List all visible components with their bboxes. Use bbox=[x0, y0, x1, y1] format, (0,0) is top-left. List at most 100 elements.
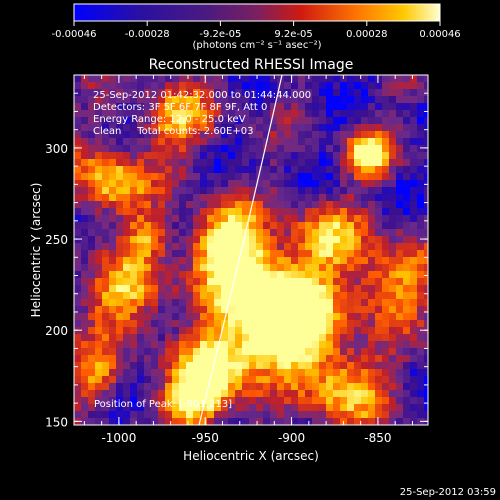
image-pixel bbox=[81, 334, 88, 341]
image-pixel bbox=[375, 348, 382, 355]
image-pixel bbox=[333, 201, 340, 208]
image-pixel bbox=[123, 306, 130, 313]
image-pixel bbox=[410, 215, 417, 222]
image-pixel bbox=[144, 103, 151, 110]
image-pixel bbox=[403, 271, 410, 278]
image-pixel bbox=[144, 166, 151, 173]
image-pixel bbox=[130, 376, 137, 383]
image-pixel bbox=[396, 264, 403, 271]
image-pixel bbox=[172, 89, 179, 96]
image-pixel bbox=[424, 320, 428, 327]
image-pixel bbox=[354, 313, 361, 320]
image-pixel bbox=[193, 124, 200, 131]
image-pixel bbox=[403, 236, 410, 243]
image-pixel bbox=[256, 327, 263, 334]
image-pixel bbox=[333, 222, 340, 229]
image-pixel bbox=[95, 96, 102, 103]
image-pixel bbox=[249, 257, 256, 264]
image-pixel bbox=[284, 334, 291, 341]
image-pixel bbox=[424, 124, 428, 131]
image-pixel bbox=[193, 208, 200, 215]
image-pixel bbox=[228, 124, 235, 131]
image-pixel bbox=[95, 313, 102, 320]
image-pixel bbox=[214, 292, 221, 299]
image-pixel bbox=[291, 397, 298, 404]
image-pixel bbox=[375, 180, 382, 187]
image-pixel bbox=[249, 187, 256, 194]
image-pixel bbox=[403, 264, 410, 271]
image-pixel bbox=[207, 355, 214, 362]
image-pixel bbox=[333, 215, 340, 222]
image-pixel bbox=[130, 383, 137, 390]
image-pixel bbox=[382, 334, 389, 341]
image-pixel bbox=[172, 271, 179, 278]
image-pixel bbox=[389, 355, 396, 362]
image-pixel bbox=[312, 117, 319, 124]
image-pixel bbox=[326, 257, 333, 264]
image-pixel bbox=[74, 278, 81, 285]
image-pixel bbox=[144, 327, 151, 334]
image-pixel bbox=[368, 208, 375, 215]
image-pixel bbox=[74, 166, 81, 173]
image-pixel bbox=[137, 334, 144, 341]
image-pixel bbox=[291, 110, 298, 117]
image-pixel bbox=[256, 383, 263, 390]
image-pixel bbox=[249, 397, 256, 404]
image-pixel bbox=[382, 278, 389, 285]
image-pixel bbox=[256, 229, 263, 236]
image-pixel bbox=[326, 397, 333, 404]
image-pixel bbox=[347, 194, 354, 201]
image-pixel bbox=[214, 103, 221, 110]
image-pixel bbox=[249, 299, 256, 306]
image-pixel bbox=[284, 159, 291, 166]
image-pixel bbox=[403, 299, 410, 306]
image-pixel bbox=[186, 236, 193, 243]
image-pixel bbox=[242, 376, 249, 383]
image-pixel bbox=[193, 257, 200, 264]
image-pixel bbox=[207, 299, 214, 306]
image-pixel bbox=[81, 173, 88, 180]
image-pixel bbox=[389, 194, 396, 201]
image-pixel bbox=[144, 355, 151, 362]
image-pixel bbox=[158, 376, 165, 383]
image-pixel bbox=[88, 110, 95, 117]
image-pixel bbox=[207, 187, 214, 194]
image-pixel bbox=[291, 411, 298, 418]
image-pixel bbox=[263, 152, 270, 159]
image-pixel bbox=[298, 264, 305, 271]
image-pixel bbox=[151, 257, 158, 264]
image-pixel bbox=[312, 229, 319, 236]
image-pixel bbox=[123, 313, 130, 320]
image-pixel bbox=[193, 229, 200, 236]
image-pixel bbox=[151, 124, 158, 131]
image-pixel bbox=[123, 229, 130, 236]
image-pixel bbox=[123, 243, 130, 250]
image-pixel bbox=[221, 348, 228, 355]
image-pixel bbox=[214, 285, 221, 292]
image-pixel bbox=[144, 187, 151, 194]
image-pixel bbox=[382, 159, 389, 166]
image-pixel bbox=[312, 355, 319, 362]
image-pixel bbox=[74, 173, 81, 180]
image-pixel bbox=[326, 418, 333, 425]
image-pixel bbox=[424, 397, 428, 404]
image-pixel bbox=[396, 341, 403, 348]
image-pixel bbox=[102, 229, 109, 236]
image-pixel bbox=[312, 96, 319, 103]
image-pixel bbox=[130, 131, 137, 138]
image-pixel bbox=[102, 208, 109, 215]
image-pixel bbox=[81, 348, 88, 355]
image-pixel bbox=[382, 320, 389, 327]
image-pixel bbox=[298, 180, 305, 187]
image-pixel bbox=[172, 376, 179, 383]
image-pixel bbox=[235, 285, 242, 292]
image-pixel bbox=[396, 82, 403, 89]
image-pixel bbox=[88, 187, 95, 194]
image-pixel bbox=[284, 222, 291, 229]
image-pixel bbox=[277, 404, 284, 411]
image-pixel bbox=[102, 257, 109, 264]
image-pixel bbox=[256, 257, 263, 264]
image-pixel bbox=[158, 103, 165, 110]
image-pixel bbox=[200, 285, 207, 292]
image-pixel bbox=[382, 285, 389, 292]
